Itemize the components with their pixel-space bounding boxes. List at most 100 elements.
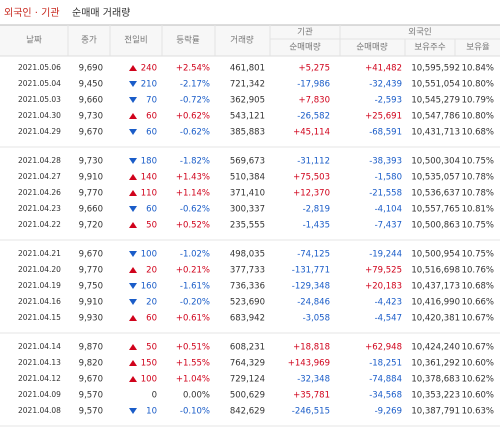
cell: 9,670 xyxy=(79,375,103,385)
cell: 2021.04.19 xyxy=(18,281,61,290)
cell: 10,437,173 xyxy=(411,282,460,292)
cell: 10.68% xyxy=(462,128,494,138)
cell: 10.75% xyxy=(462,157,494,167)
cell: 608,231 xyxy=(230,343,265,353)
cell: 100 xyxy=(141,250,157,260)
arrow-down xyxy=(129,97,137,103)
cell: +1.43% xyxy=(176,173,210,183)
cell: 9,870 xyxy=(79,343,103,353)
cell: -74,125 xyxy=(297,250,330,260)
arrow-down xyxy=(129,81,137,87)
cell: -246,515 xyxy=(292,407,330,417)
cell: 10.84% xyxy=(462,64,494,74)
cell: +25,691 xyxy=(365,112,402,122)
cell: +45,114 xyxy=(293,128,330,138)
cell: +0.52% xyxy=(176,221,210,231)
arrow-down xyxy=(129,299,137,305)
cell: 10.75% xyxy=(462,250,494,260)
column-header: 날짜 xyxy=(26,35,42,46)
cell: 729,124 xyxy=(230,375,265,385)
cell: 10.80% xyxy=(462,112,494,122)
cell: 0 xyxy=(152,391,157,401)
cell: 377,733 xyxy=(230,266,265,276)
column-header: 거래량 xyxy=(230,35,254,46)
cell: +35,781 xyxy=(293,391,330,401)
cell: 9,670 xyxy=(79,128,103,138)
cell: 10,500,863 xyxy=(411,221,460,231)
cell: 385,883 xyxy=(230,128,265,138)
cell: 2021.04.08 xyxy=(18,406,61,415)
cell: 10,387,791 xyxy=(411,407,460,417)
cell: 10,557,765 xyxy=(411,205,460,215)
cell: -1.61% xyxy=(180,282,210,292)
cell: -2,593 xyxy=(375,96,402,106)
cell: 10,551,054 xyxy=(411,80,460,90)
cell: 10,516,698 xyxy=(411,266,460,276)
cell: -21,558 xyxy=(369,189,402,199)
cell: 10.60% xyxy=(462,359,494,369)
cell: +5,275 xyxy=(299,64,330,74)
cell: 10,378,683 xyxy=(411,375,460,385)
cell: 10,536,637 xyxy=(411,189,460,199)
cell: 2021.04.09 xyxy=(18,390,61,399)
cell: 2021.05.04 xyxy=(18,79,61,88)
cell: 10,500,954 xyxy=(411,250,460,260)
cell: +7,830 xyxy=(299,96,330,106)
cell: 0.00% xyxy=(183,391,210,401)
arrow-down xyxy=(129,158,137,164)
cell: 2021.04.23 xyxy=(18,204,61,213)
cell: -38,393 xyxy=(369,157,402,167)
cell: 2021.04.29 xyxy=(18,127,61,136)
cell: 9,910 xyxy=(79,173,103,183)
cell: 2021.05.06 xyxy=(18,63,61,72)
cell: 10,420,381 xyxy=(411,314,460,324)
cell: 2021.04.21 xyxy=(18,249,61,258)
cell: 9,930 xyxy=(79,314,103,324)
cell: +0.51% xyxy=(176,343,210,353)
cell: 10,545,279 xyxy=(411,96,460,106)
cell: 371,410 xyxy=(230,189,265,199)
cell: +0.62% xyxy=(176,112,210,122)
cell: 9,690 xyxy=(79,64,103,74)
cell: +79,525 xyxy=(365,266,402,276)
cell: 10.67% xyxy=(462,343,494,353)
arrow-up xyxy=(129,344,137,350)
cell: -1.02% xyxy=(180,250,210,260)
cell: -24,846 xyxy=(297,298,330,308)
cell: +18,818 xyxy=(293,343,330,353)
cell: 721,342 xyxy=(230,80,265,90)
cell: 2021.04.14 xyxy=(18,342,61,351)
cell: +1.14% xyxy=(176,189,210,199)
cell: 10,535,057 xyxy=(411,173,460,183)
cell: 240 xyxy=(141,64,157,74)
cell: 9,770 xyxy=(79,266,103,276)
cell: 60 xyxy=(146,314,157,324)
cell: 140 xyxy=(141,173,157,183)
arrow-up xyxy=(129,267,137,273)
cell: -18,251 xyxy=(369,359,402,369)
cell: 9,820 xyxy=(79,359,103,369)
arrow-up xyxy=(129,174,137,180)
arrow-up xyxy=(129,65,137,71)
arrow-up xyxy=(129,315,137,321)
cell: -1,435 xyxy=(303,221,330,231)
cell: 9,570 xyxy=(79,407,103,417)
cell: 500,629 xyxy=(230,391,265,401)
cell: 10.62% xyxy=(462,375,494,385)
cell: 110 xyxy=(141,189,157,199)
cell: -0.62% xyxy=(180,205,210,215)
cell: -2,819 xyxy=(303,205,330,215)
arrow-down xyxy=(129,251,137,257)
cell: 523,690 xyxy=(230,298,265,308)
cell: -129,348 xyxy=(292,282,330,292)
cell: -74,884 xyxy=(369,375,402,385)
cell: -4,547 xyxy=(375,314,402,324)
cell: 10.79% xyxy=(462,96,494,106)
arrow-down xyxy=(129,129,137,135)
cell: 10,416,990 xyxy=(411,298,460,308)
cell: -32,348 xyxy=(297,375,330,385)
sub-header: 보유율 xyxy=(466,43,490,53)
cell: 235,555 xyxy=(230,221,265,231)
cell: 10,547,786 xyxy=(411,112,460,122)
